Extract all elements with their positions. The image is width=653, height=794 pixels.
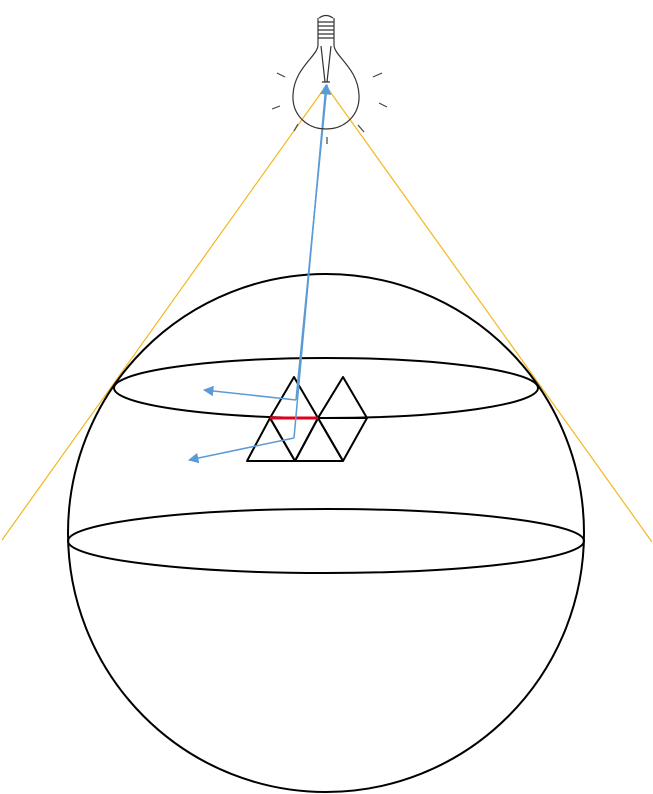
light-cone-right-ray <box>325 85 653 543</box>
mesh-triangle-lower-right <box>294 417 344 462</box>
triangle-mesh <box>246 376 368 462</box>
mesh-triangle-lower-right-inverted <box>317 417 368 462</box>
light-bulb-icon <box>271 14 388 144</box>
light-direction-vector-2 <box>293 83 331 439</box>
normal-vector-lower <box>187 437 295 464</box>
mesh-triangle-upper-right <box>317 376 368 419</box>
bulb-filament <box>320 45 332 83</box>
mesh-triangle-lower-middle-inverted <box>269 417 319 462</box>
direction-vectors <box>187 83 332 464</box>
upper-latitude-ring <box>113 357 539 419</box>
sphere-outline <box>67 273 585 793</box>
bulb-glass <box>292 40 360 130</box>
light-cone <box>1 85 653 543</box>
normal-vector-upper <box>202 385 297 401</box>
bulb-base <box>317 14 335 40</box>
light-cone-left-ray <box>1 85 327 541</box>
bulb-glow-rays <box>271 72 388 144</box>
equator-ring <box>67 508 585 574</box>
sphere <box>67 273 585 793</box>
